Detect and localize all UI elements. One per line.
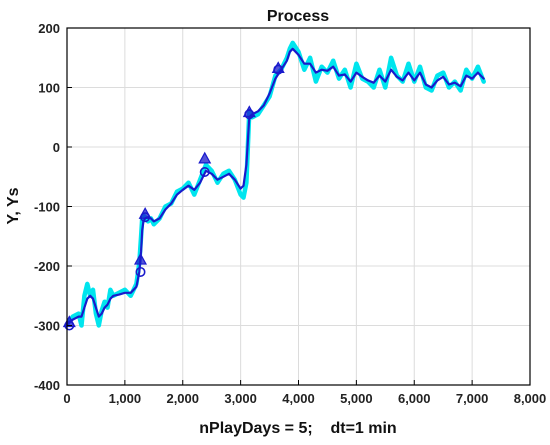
y-tick-label: -200 <box>34 259 60 274</box>
circle-marker <box>140 212 151 223</box>
x-tick-label: 0 <box>63 391 70 406</box>
series-y-line <box>64 40 486 328</box>
y-tick-label: -400 <box>34 378 60 393</box>
triangle-marker <box>198 151 212 164</box>
y-tick-label: 0 <box>53 140 60 155</box>
chart-title: Process <box>267 8 329 25</box>
tick-labels: 0 1,000 2,000 3,000 4,000 5,000 6,000 7,000 8,00… <box>34 21 546 406</box>
circle-marker <box>273 64 284 75</box>
x-tick-label: 6,000 <box>398 391 431 406</box>
x-tick-label: 2,000 <box>166 391 199 406</box>
y-tick-label: -100 <box>34 200 60 215</box>
circle-marker <box>244 109 255 120</box>
circle-marker <box>64 320 75 331</box>
series-ys-line <box>65 47 485 326</box>
x-tick-label: 3,000 <box>224 391 257 406</box>
x-tick-label: 8,000 <box>514 391 547 406</box>
circle-marker <box>199 166 210 177</box>
x-tick-label: 4,000 <box>282 391 315 406</box>
x-axis-label: nPlayDays = 5; dt=1 min <box>199 420 396 437</box>
y-tick-label: 200 <box>38 21 60 36</box>
triangle-marker <box>133 252 148 265</box>
x-tick-label: 5,000 <box>340 391 373 406</box>
y-tick-label: -300 <box>34 319 60 334</box>
circle-marker <box>135 266 146 277</box>
grid <box>67 28 530 385</box>
plot-area <box>62 40 486 331</box>
y-tick-label: 100 <box>38 81 60 96</box>
x-tick-label: 1,000 <box>109 391 142 406</box>
y-axis-label: Y, Ys <box>5 187 22 224</box>
x-tick-label: 7,000 <box>456 391 489 406</box>
triangle-marker <box>271 61 285 74</box>
